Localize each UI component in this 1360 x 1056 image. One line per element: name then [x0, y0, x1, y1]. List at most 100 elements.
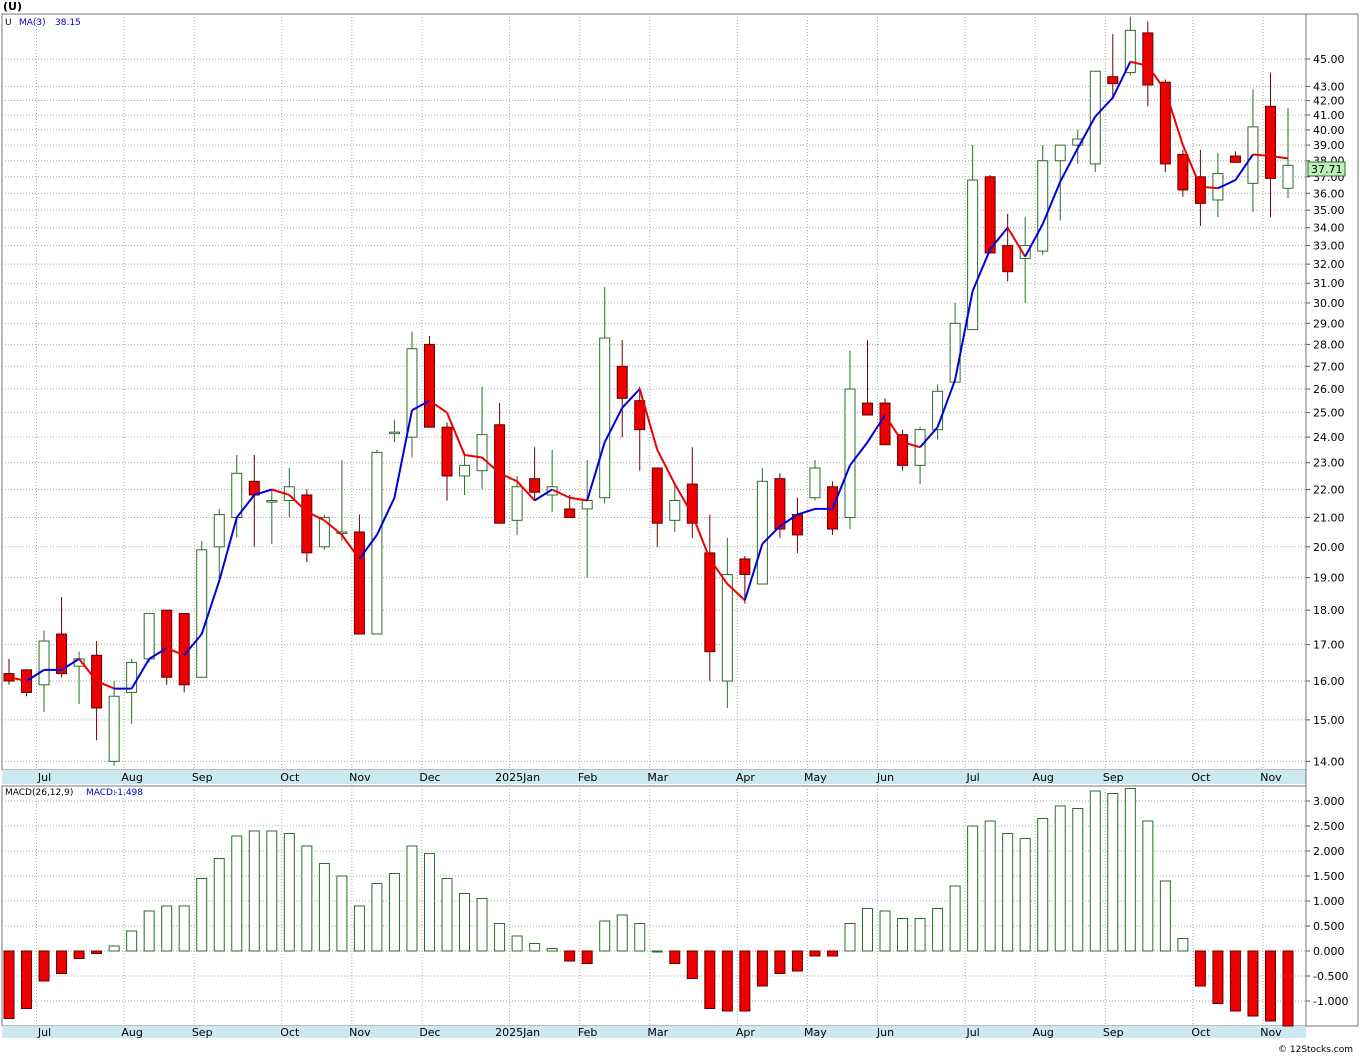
macd-bar-positive	[949, 885, 961, 952]
candle-body-up	[932, 390, 944, 431]
x-axis-label: Jul	[965, 771, 979, 784]
price-tick-label: 15.00	[1313, 714, 1345, 727]
price-tick-label: 21.00	[1313, 511, 1345, 524]
ma3-segment	[586, 441, 606, 501]
candle	[721, 537, 733, 708]
price-tick-label: 16.00	[1313, 675, 1345, 688]
ma3-segment	[358, 534, 378, 560]
macd-bar-negative	[581, 950, 593, 964]
candle-body-down	[897, 434, 909, 466]
candle-body-up	[38, 640, 50, 686]
candle-body-up	[406, 348, 418, 438]
macd-bar-positive	[406, 845, 418, 952]
price-tick-label: 35.00	[1313, 204, 1345, 217]
candle	[371, 449, 383, 635]
ma3-segment	[235, 494, 256, 519]
candle	[599, 287, 611, 504]
candle	[739, 555, 751, 604]
candle	[756, 468, 768, 585]
candle	[809, 460, 821, 501]
macd-bar-positive	[862, 908, 874, 952]
price-tick-label: 36.00	[1313, 187, 1345, 200]
macd-bar-positive	[161, 905, 173, 952]
ma3-segment	[8, 676, 27, 683]
macd-bar-positive	[1177, 938, 1189, 952]
x-axis-label: Mar	[647, 771, 668, 784]
ma-legend-label: MA(3)	[19, 18, 46, 28]
ma3-segment	[779, 513, 798, 527]
candle	[774, 473, 786, 538]
macd-bar-positive	[651, 950, 663, 953]
macd-bar-negative	[774, 950, 786, 974]
candle	[1142, 21, 1154, 107]
ma3-segment	[1181, 144, 1202, 188]
candle-body-up	[914, 429, 926, 466]
macd-bar-positive	[1142, 820, 1154, 952]
ma3-segment	[1111, 61, 1132, 99]
candle	[161, 609, 173, 685]
candle-body-up	[581, 500, 593, 510]
x-axis-label: Jul	[37, 1026, 51, 1039]
ma3-segment	[534, 488, 553, 502]
price-tick-label: 32.00	[1313, 258, 1345, 271]
price-tick-label: 34.00	[1313, 222, 1345, 235]
candle-body-up	[756, 480, 768, 585]
chart-title: (U)	[3, 0, 22, 13]
macd-bar-positive	[178, 905, 190, 952]
candle	[967, 145, 979, 331]
ma3-segment	[411, 399, 430, 412]
candle-body-up	[196, 549, 208, 678]
price-tick-label: 45.00	[1313, 53, 1345, 66]
macd-bar-positive	[441, 878, 453, 952]
candle-body-up	[143, 613, 155, 660]
candle-body-up	[231, 472, 243, 518]
candle	[529, 447, 541, 501]
macd-bar-positive	[511, 935, 523, 952]
candle	[704, 514, 716, 682]
macd-bar-positive	[634, 923, 646, 952]
price-tick-label: 40.00	[1313, 124, 1345, 137]
price-tick-label: 24.00	[1313, 431, 1345, 444]
macd-bar-positive	[967, 825, 979, 952]
candle	[634, 386, 646, 471]
macd-bar-positive	[897, 918, 909, 952]
candle	[862, 340, 874, 416]
candle-body-down	[423, 343, 435, 428]
ma3-segment	[1234, 153, 1254, 181]
candle	[1177, 149, 1189, 197]
ma3-segment	[253, 488, 273, 496]
candle-body-up	[599, 337, 611, 499]
macd-bar-positive	[1002, 833, 1014, 952]
candle-body-up	[476, 434, 488, 472]
ma3-segment	[341, 534, 361, 560]
ma3-segment	[183, 633, 203, 656]
price-tick-label: 39.00	[1313, 139, 1345, 152]
macd-bar-positive	[1107, 793, 1119, 952]
candle	[511, 475, 523, 535]
macd-bar-positive	[301, 845, 313, 952]
price-tick-label: 23.00	[1313, 457, 1345, 470]
x-axis-label: Aug	[1032, 1026, 1053, 1039]
x-axis-label: Sep	[192, 1026, 213, 1039]
ma-legend-value: 38.15	[55, 18, 81, 28]
macd-bar-negative	[721, 950, 733, 1012]
candle	[56, 596, 68, 678]
x-axis-label: Dec	[419, 771, 440, 784]
macd-bar-positive	[248, 830, 260, 952]
candle-body-down	[651, 467, 663, 524]
macd-bar-positive	[231, 835, 243, 952]
macd-bar-negative	[1264, 950, 1276, 1022]
ma3-segment	[96, 680, 115, 690]
ma3-segment	[393, 409, 413, 498]
candle-body-up	[1037, 160, 1049, 252]
candle	[1159, 79, 1171, 172]
candle-body-down	[984, 176, 996, 254]
ma3-segment	[1270, 155, 1289, 160]
x-axis-label: Sep	[1103, 771, 1124, 784]
macd-bar-positive	[388, 873, 400, 952]
price-tick-label: 14.00	[1313, 755, 1345, 768]
candle-body-up	[949, 322, 961, 383]
price-tick-label: 26.00	[1313, 383, 1345, 396]
ma3-segment	[148, 647, 168, 660]
